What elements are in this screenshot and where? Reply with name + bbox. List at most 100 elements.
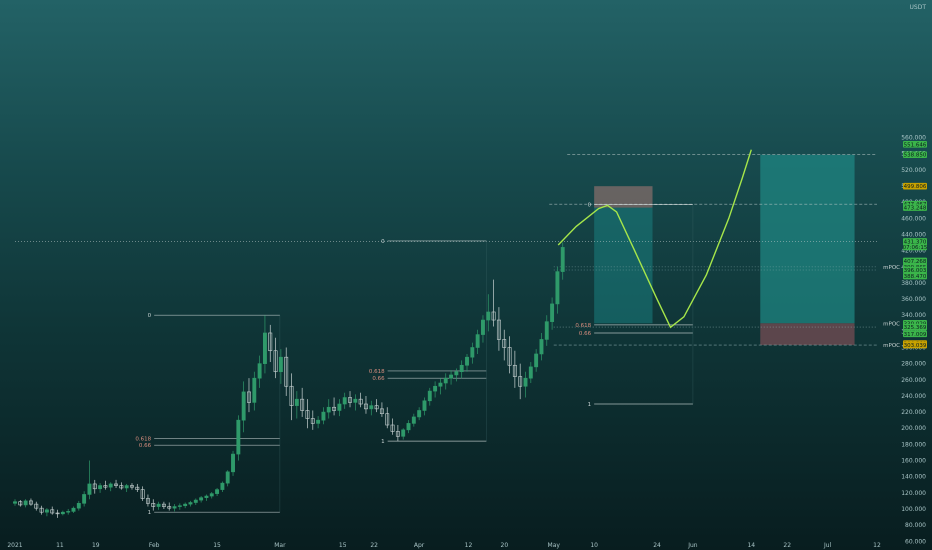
y-tick-label: 380.000 [901, 280, 926, 287]
price-tag-label: 303.039 [904, 343, 927, 349]
candle-body [241, 391, 246, 421]
price-tag [903, 204, 927, 211]
candle-body [379, 408, 384, 415]
candle-body [87, 483, 92, 495]
zone-target [594, 186, 653, 208]
candle-body [539, 339, 544, 355]
poc-label: mPOC [883, 265, 900, 271]
candle-body [98, 485, 103, 490]
candle-body [145, 498, 150, 504]
price-tag-label: 431.370 [904, 239, 927, 245]
candle-body [502, 339, 507, 348]
price-tag-label: 538.850 [904, 153, 927, 159]
candle-body [236, 419, 241, 455]
x-tick-label: 14 [747, 542, 755, 549]
x-tick-label: 24 [653, 542, 661, 549]
candle-body [151, 503, 156, 507]
price-tag-label: 551.646 [904, 142, 927, 148]
x-tick-label: 15 [339, 542, 347, 549]
x-tick-label: 11 [56, 542, 64, 549]
x-tick-label: 22 [370, 542, 378, 549]
candle-body [108, 483, 113, 488]
y-tick-label: 260.000 [901, 377, 926, 384]
candle-body [247, 391, 251, 403]
y-tick-label: 60.000 [905, 538, 926, 545]
y-tick-label: 360.000 [901, 296, 926, 303]
x-tick-label: 19 [92, 542, 100, 549]
y-tick-label: 220.000 [901, 409, 926, 416]
candle-body [364, 403, 368, 410]
price-tag [903, 341, 927, 349]
candle-body [401, 429, 406, 437]
candle-body [60, 511, 65, 515]
y-tick-label: 520.000 [901, 167, 926, 174]
candle-body [560, 247, 565, 272]
candle-body [177, 505, 182, 507]
price-tag [903, 182, 927, 190]
zone-long-profit [760, 154, 855, 324]
candle-body [13, 501, 17, 504]
price-tag-label: 473.248 [904, 206, 927, 212]
poc-label: mPOC [883, 321, 900, 327]
candle-body [220, 482, 225, 490]
y-tick-label: 460.000 [901, 215, 926, 222]
candle-body [273, 350, 278, 373]
candle-body [135, 486, 140, 490]
x-tick-label: 15 [213, 542, 221, 549]
candle-body [507, 347, 512, 366]
candle-body [225, 471, 230, 484]
y-tick-label: 420.000 [901, 248, 926, 255]
price-tag [903, 151, 927, 158]
price-tag-label: 396.003 [904, 268, 927, 274]
candle-body [172, 506, 177, 509]
x-tick-label: 12 [873, 542, 881, 549]
fib-label: 0 [588, 203, 592, 209]
x-tick-label: 22 [783, 542, 791, 549]
candle-body [66, 511, 71, 513]
candle-body [470, 347, 475, 358]
currency-label: USDT [910, 4, 927, 11]
y-tick-label: 100.000 [901, 506, 926, 513]
candle-body [23, 500, 28, 506]
x-tick-label: Mar [274, 542, 286, 549]
candle-body [449, 374, 454, 379]
fib-label: 0 [148, 313, 152, 319]
candle-body [316, 419, 321, 424]
candle-body [34, 503, 39, 509]
candle-body [486, 311, 491, 321]
candle-body [353, 398, 358, 403]
candle-body [518, 376, 523, 387]
candle-body [523, 377, 528, 387]
candle-body [82, 494, 87, 504]
candle-body [534, 353, 539, 368]
price-tag-label: 499.806 [904, 184, 927, 190]
candle-body [44, 509, 49, 513]
x-tick-label: Feb [149, 542, 160, 549]
candle-body [475, 334, 480, 348]
candle-body [459, 364, 464, 373]
candle-body [130, 485, 134, 488]
candle-body [481, 319, 485, 335]
candle-body [390, 424, 395, 432]
candle-body [427, 390, 432, 402]
price-tag [903, 330, 927, 338]
candle-body [326, 406, 331, 413]
candle-body [204, 495, 209, 498]
fib-label: 0.66 [372, 376, 385, 382]
candle-body [156, 503, 161, 507]
candle-body [124, 485, 129, 489]
price-tag [903, 323, 927, 331]
candle-body [268, 332, 273, 352]
price-tag [903, 257, 927, 265]
candle-body [395, 431, 400, 437]
fib-label: 0.66 [139, 443, 152, 449]
candle-body [422, 400, 427, 411]
y-tick-label: 240.000 [901, 393, 926, 400]
candle-body [114, 483, 118, 486]
x-tick-label: 20 [501, 542, 509, 549]
fib-label: 0 [381, 239, 385, 245]
candle-body [417, 410, 422, 418]
candle-body [294, 398, 299, 406]
